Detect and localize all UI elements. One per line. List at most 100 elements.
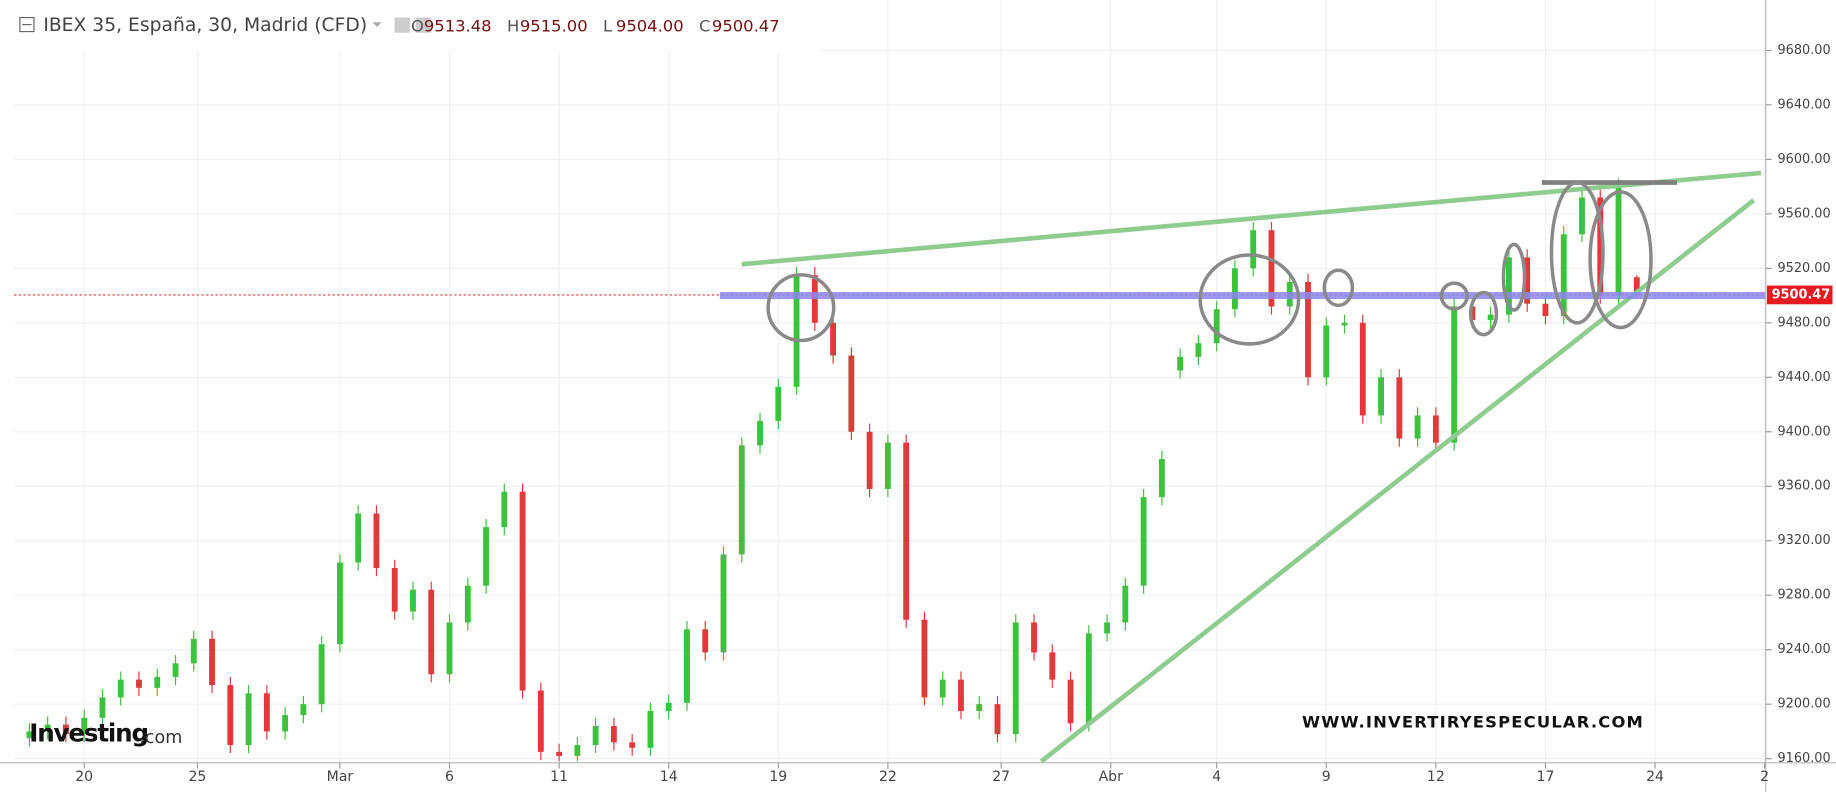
candle-body (1177, 356, 1184, 371)
candle-body (830, 322, 837, 356)
x-tick-label: 2 (1760, 769, 1769, 785)
candle-body (1396, 377, 1403, 439)
candle-body (1542, 303, 1549, 316)
dropdown-icon[interactable] (372, 22, 382, 27)
x-tick-label: 20 (75, 769, 93, 785)
candle-body (665, 702, 672, 711)
x-tick-label: Abr (1099, 769, 1124, 785)
candle-body (702, 629, 709, 653)
candle-body (336, 562, 343, 645)
ellipse (1549, 180, 1605, 325)
candle-body (1633, 277, 1640, 295)
candle-body (994, 704, 1001, 735)
y-tick-label: 9400.00 (1777, 424, 1830, 439)
ohlc-key: L (603, 16, 613, 35)
ohlc-header: O 9513.48 H 9515.00 L 9504.00 C 9500.47 (411, 16, 780, 35)
candle-body (117, 679, 124, 698)
y-tick-label: 9320.00 (1777, 533, 1830, 548)
candle-body (172, 663, 179, 677)
candle-body (1506, 257, 1512, 315)
x-tick-label: 4 (1212, 769, 1221, 785)
x-tick-label: 24 (1646, 769, 1664, 785)
candle-body (190, 638, 197, 664)
candle-body (1268, 230, 1275, 307)
y-tick-label: 9240.00 (1777, 642, 1830, 657)
candle-body (720, 554, 727, 653)
ohlc-value: 9513.48 (424, 16, 492, 35)
candle-body (245, 693, 252, 746)
candle-body (1524, 257, 1531, 304)
candle-body (62, 724, 69, 735)
candle-body (1085, 633, 1092, 724)
candle-body (1323, 325, 1330, 378)
y-tick-label: 9160.00 (1777, 751, 1830, 766)
candle-body (976, 704, 983, 711)
candle-body (939, 679, 946, 698)
candle-body (483, 527, 489, 586)
collapse-icon[interactable] (19, 16, 35, 33)
candle-body (884, 442, 891, 489)
candle-body (446, 622, 453, 675)
candle-body (519, 491, 526, 691)
candle-body (464, 585, 471, 623)
candle-body (263, 693, 270, 732)
candle-body (154, 676, 161, 688)
candle-body (26, 731, 33, 739)
y-tick-label: 9480.00 (1777, 315, 1830, 330)
candle-body (1560, 234, 1567, 316)
candle-body (209, 638, 215, 686)
x-tick-label: 19 (769, 769, 787, 785)
x-tick-label: 14 (660, 769, 678, 785)
candle-body (921, 619, 928, 698)
y-tick-label: 9200.00 (1777, 697, 1830, 712)
chart-title: IBEX 35, España, 30, Madrid (CFD) (43, 15, 367, 36)
y-tick-label: 9640.00 (1777, 97, 1830, 112)
y-tick-label: 9440.00 (1777, 370, 1830, 385)
candle-body (1579, 197, 1585, 235)
ohlc-key: H (507, 16, 519, 35)
y-tick-label: 9360.00 (1777, 479, 1830, 494)
candle-body (44, 724, 51, 732)
candle-body (1341, 322, 1348, 326)
candle-body (958, 679, 964, 711)
settings-icon[interactable] (415, 17, 431, 33)
candle-body (1158, 459, 1165, 498)
candle-body (1487, 314, 1494, 321)
candle-body (1250, 230, 1257, 269)
drawn-line (741, 170, 1762, 267)
candle-body (1432, 415, 1439, 443)
candle-body (848, 355, 855, 432)
ellipse (1439, 281, 1469, 311)
candle-body (1140, 497, 1147, 586)
y-tick-label: 9560.00 (1777, 206, 1830, 221)
candle-body (1615, 186, 1622, 296)
candle-body (1378, 377, 1384, 416)
x-tick-label: 25 (189, 769, 207, 785)
candle-body (610, 725, 617, 743)
candle-body (501, 491, 508, 528)
price-label-bg (1766, 285, 1833, 305)
y-tick-label: 9280.00 (1777, 588, 1830, 603)
candle-body (318, 644, 325, 705)
price-label: 9500.47 (1772, 287, 1831, 302)
ellipse (1588, 190, 1653, 330)
drawn-ellipses (766, 180, 1653, 346)
candle-body (373, 513, 380, 568)
candle-body (556, 751, 563, 756)
candle-body (537, 690, 544, 752)
x-tick-label: 9 (1322, 769, 1331, 785)
candle-body (99, 697, 106, 718)
ellipse (1501, 242, 1527, 312)
candle-body (1232, 268, 1238, 310)
marks (14, 170, 1766, 764)
y-tick-label: 9520.00 (1777, 261, 1830, 276)
candle-body (1012, 622, 1019, 735)
watermark-logo: Investing (29, 719, 148, 748)
ohlc-value: 9500.47 (712, 16, 780, 35)
candle-body (1049, 652, 1056, 680)
candle-body (866, 431, 873, 489)
settings-icon[interactable] (394, 17, 410, 33)
candle-body (592, 725, 599, 746)
